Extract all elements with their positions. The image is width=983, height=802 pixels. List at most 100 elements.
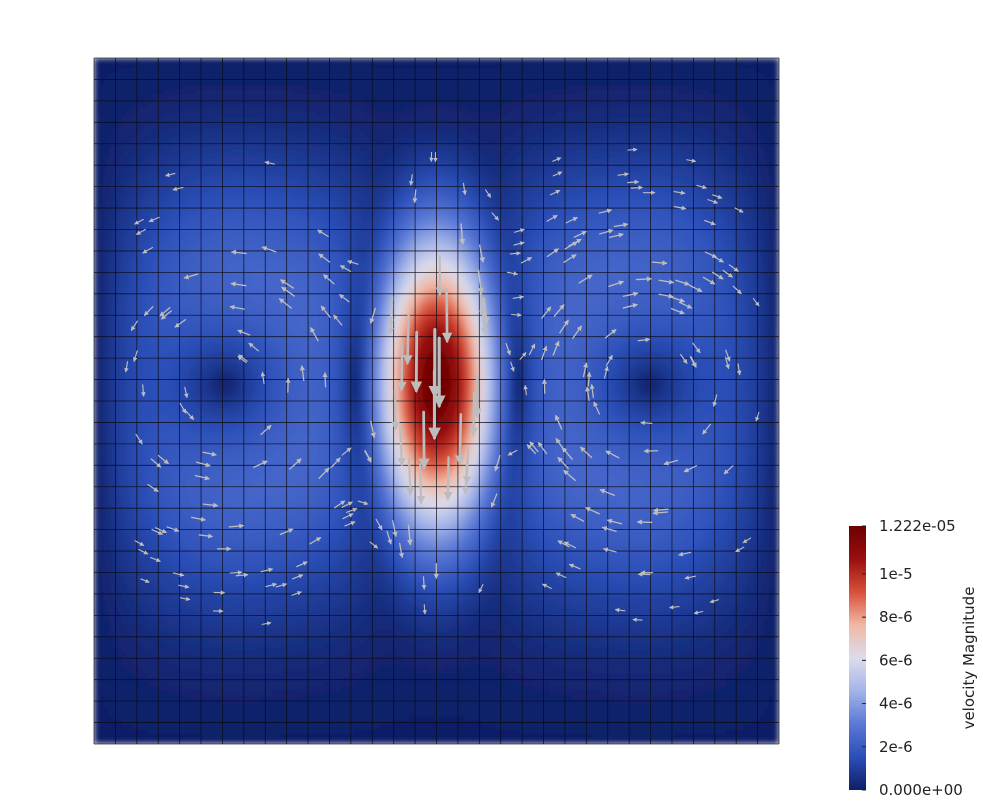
velocity-glyphs bbox=[124, 147, 760, 626]
velocity-arrow bbox=[459, 223, 466, 245]
velocity-arrow bbox=[364, 449, 372, 463]
velocity-arrow bbox=[617, 172, 630, 177]
velocity-arrow bbox=[602, 547, 617, 553]
velocity-arrow bbox=[586, 371, 592, 387]
velocity-arrow bbox=[670, 296, 686, 303]
colorbar-tick-label: 6e-6 bbox=[879, 651, 913, 669]
velocity-arrow bbox=[541, 306, 552, 319]
velocity-arrow bbox=[652, 510, 669, 516]
velocity-arrow bbox=[712, 394, 718, 407]
velocity-arrow bbox=[202, 451, 217, 457]
velocity-arrow bbox=[585, 386, 591, 402]
velocity-arrow bbox=[559, 319, 569, 334]
velocity-arrow bbox=[541, 583, 552, 589]
velocity-arrow bbox=[443, 456, 453, 502]
velocity-arrow bbox=[342, 513, 354, 520]
velocity-arrow bbox=[734, 207, 744, 213]
velocity-arrow bbox=[398, 542, 404, 559]
velocity-arrow bbox=[689, 356, 696, 368]
velocity-arrow bbox=[742, 537, 752, 544]
velocity-arrow bbox=[237, 355, 247, 363]
velocity-arrow bbox=[185, 410, 195, 421]
colorbar-tick-label: 2e-6 bbox=[879, 738, 913, 756]
velocity-arrow bbox=[265, 582, 278, 588]
velocity-arrow bbox=[179, 596, 191, 602]
velocity-arrow bbox=[468, 391, 479, 437]
velocity-arrow bbox=[160, 310, 172, 320]
velocity-arrow bbox=[658, 293, 674, 299]
velocity-arrow bbox=[369, 307, 376, 324]
velocity-arrow bbox=[292, 574, 304, 580]
velocity-arrow bbox=[725, 349, 731, 362]
velocity-arrow bbox=[369, 541, 379, 549]
velocity-arrow bbox=[341, 447, 352, 456]
velocity-arrow bbox=[150, 556, 161, 563]
velocity-arrow bbox=[143, 306, 154, 316]
velocity-arrow bbox=[402, 314, 413, 366]
mesh-grid bbox=[93, 57, 780, 745]
velocity-arrow bbox=[228, 523, 245, 529]
velocity-arrow bbox=[613, 222, 629, 228]
velocity-arrow bbox=[630, 185, 644, 191]
velocity-arrow bbox=[147, 483, 159, 492]
velocity-arrow bbox=[570, 513, 585, 522]
velocity-arrow bbox=[669, 605, 680, 610]
velocity-arrow bbox=[523, 384, 528, 396]
colorbar-gradient bbox=[849, 526, 866, 790]
velocity-arrow bbox=[260, 371, 266, 385]
velocity-arrow bbox=[640, 420, 653, 426]
velocity-arrow bbox=[728, 264, 739, 272]
velocity-arrow bbox=[568, 563, 581, 570]
velocity-arrow bbox=[563, 469, 576, 482]
velocity-arrow bbox=[339, 265, 352, 272]
velocity-arrow bbox=[670, 308, 685, 315]
velocity-arrow bbox=[338, 294, 350, 303]
velocity-arrow bbox=[320, 305, 331, 319]
velocity-arrow bbox=[150, 458, 162, 468]
velocity-arrow bbox=[589, 383, 595, 399]
velocity-arrow bbox=[485, 189, 492, 198]
velocity-arrow bbox=[608, 232, 624, 238]
velocity-arrow bbox=[692, 342, 701, 354]
velocity-arrow bbox=[230, 249, 247, 255]
velocity-arrow bbox=[678, 551, 692, 557]
velocity-arrow bbox=[138, 549, 149, 555]
velocity-arrow bbox=[712, 194, 723, 199]
velocity-arrow bbox=[528, 343, 536, 356]
velocity-arrow bbox=[614, 607, 626, 613]
velocity-arrow bbox=[512, 295, 525, 300]
velocity-arrow bbox=[552, 157, 562, 162]
velocity-arrow bbox=[124, 361, 129, 373]
velocity-arrow bbox=[658, 279, 675, 285]
velocity-arrow bbox=[555, 414, 563, 430]
velocity-arrow bbox=[347, 259, 359, 265]
velocity-arrow bbox=[520, 257, 533, 264]
velocity-arrow bbox=[546, 248, 559, 258]
colorbar-ticks: 2e-6 4e-6 6e-6 8e-6 1e-5 bbox=[862, 525, 913, 791]
velocity-arrow bbox=[317, 229, 329, 238]
velocity-arrow bbox=[140, 384, 146, 397]
velocity-arrow bbox=[673, 205, 687, 211]
velocity-arrow bbox=[279, 279, 295, 289]
velocity-arrow bbox=[599, 228, 614, 235]
velocity-arrow bbox=[260, 424, 272, 436]
velocity-arrow bbox=[582, 362, 589, 378]
velocity-arrow bbox=[248, 342, 259, 352]
velocity-arrow bbox=[229, 570, 243, 575]
velocity-arrow bbox=[202, 502, 219, 508]
colorbar-max-label: 1.222e-05 bbox=[879, 517, 956, 535]
colorbar-min-label: 0.000e+00 bbox=[879, 781, 963, 799]
velocity-arrow bbox=[702, 276, 716, 285]
velocity-arrow bbox=[696, 184, 708, 190]
velocity-arrow bbox=[651, 260, 668, 266]
velocity-arrow bbox=[318, 253, 331, 263]
colorbar-title: velocity Magnitude bbox=[960, 587, 978, 730]
velocity-arrow bbox=[686, 158, 697, 163]
velocity-arrow bbox=[723, 465, 734, 475]
velocity-arrow bbox=[549, 189, 561, 196]
velocity-arrow bbox=[296, 561, 308, 568]
velocity-arrow bbox=[555, 572, 567, 579]
velocity-arrow bbox=[397, 425, 406, 467]
velocity-arrow bbox=[396, 342, 407, 392]
velocity-arrow bbox=[291, 591, 302, 596]
